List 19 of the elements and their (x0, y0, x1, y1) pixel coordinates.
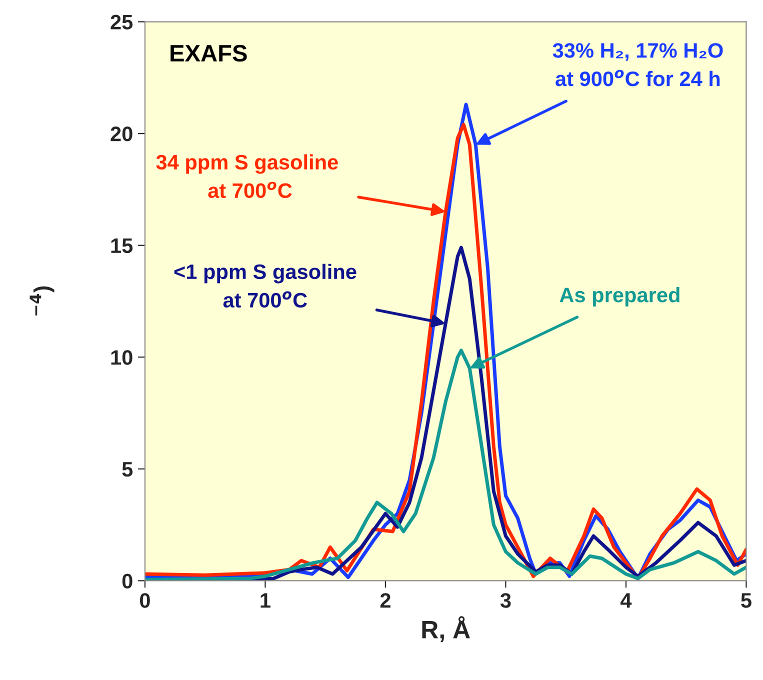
x-tick-label: 2 (380, 593, 390, 608)
x-tick-label: 0 (140, 593, 150, 608)
x-tick-label: 1 (260, 593, 270, 608)
annotation: 34 ppm S gasoline at 700$^{o}$C (156, 154, 338, 198)
annotation: As prepared (560, 287, 680, 306)
y-tick-label: 20 (110, 126, 132, 142)
y-tick-label: 10 (111, 350, 132, 365)
y-tick-label: 0 (122, 574, 132, 588)
annotation: 33% H₂, 17% H₂O at 900$^{o}$C for 24 h (552, 43, 723, 86)
y-tick-label: 5 (122, 462, 133, 477)
y-tick-label: 25 (110, 14, 133, 30)
annotation: EXAFS (170, 44, 247, 62)
x-tick-label: 3 (500, 593, 511, 608)
y-tick-label: 15 (111, 238, 133, 254)
annotation: <1 ppm S gasoline at 700$^{o}$C (174, 264, 356, 308)
x-tick-label: 5 (741, 593, 752, 608)
y-axis-title: $^{−4}$) (30, 286, 54, 316)
x-tick-label: 4 (620, 593, 632, 608)
x-axis-title: R, Å (422, 616, 470, 642)
